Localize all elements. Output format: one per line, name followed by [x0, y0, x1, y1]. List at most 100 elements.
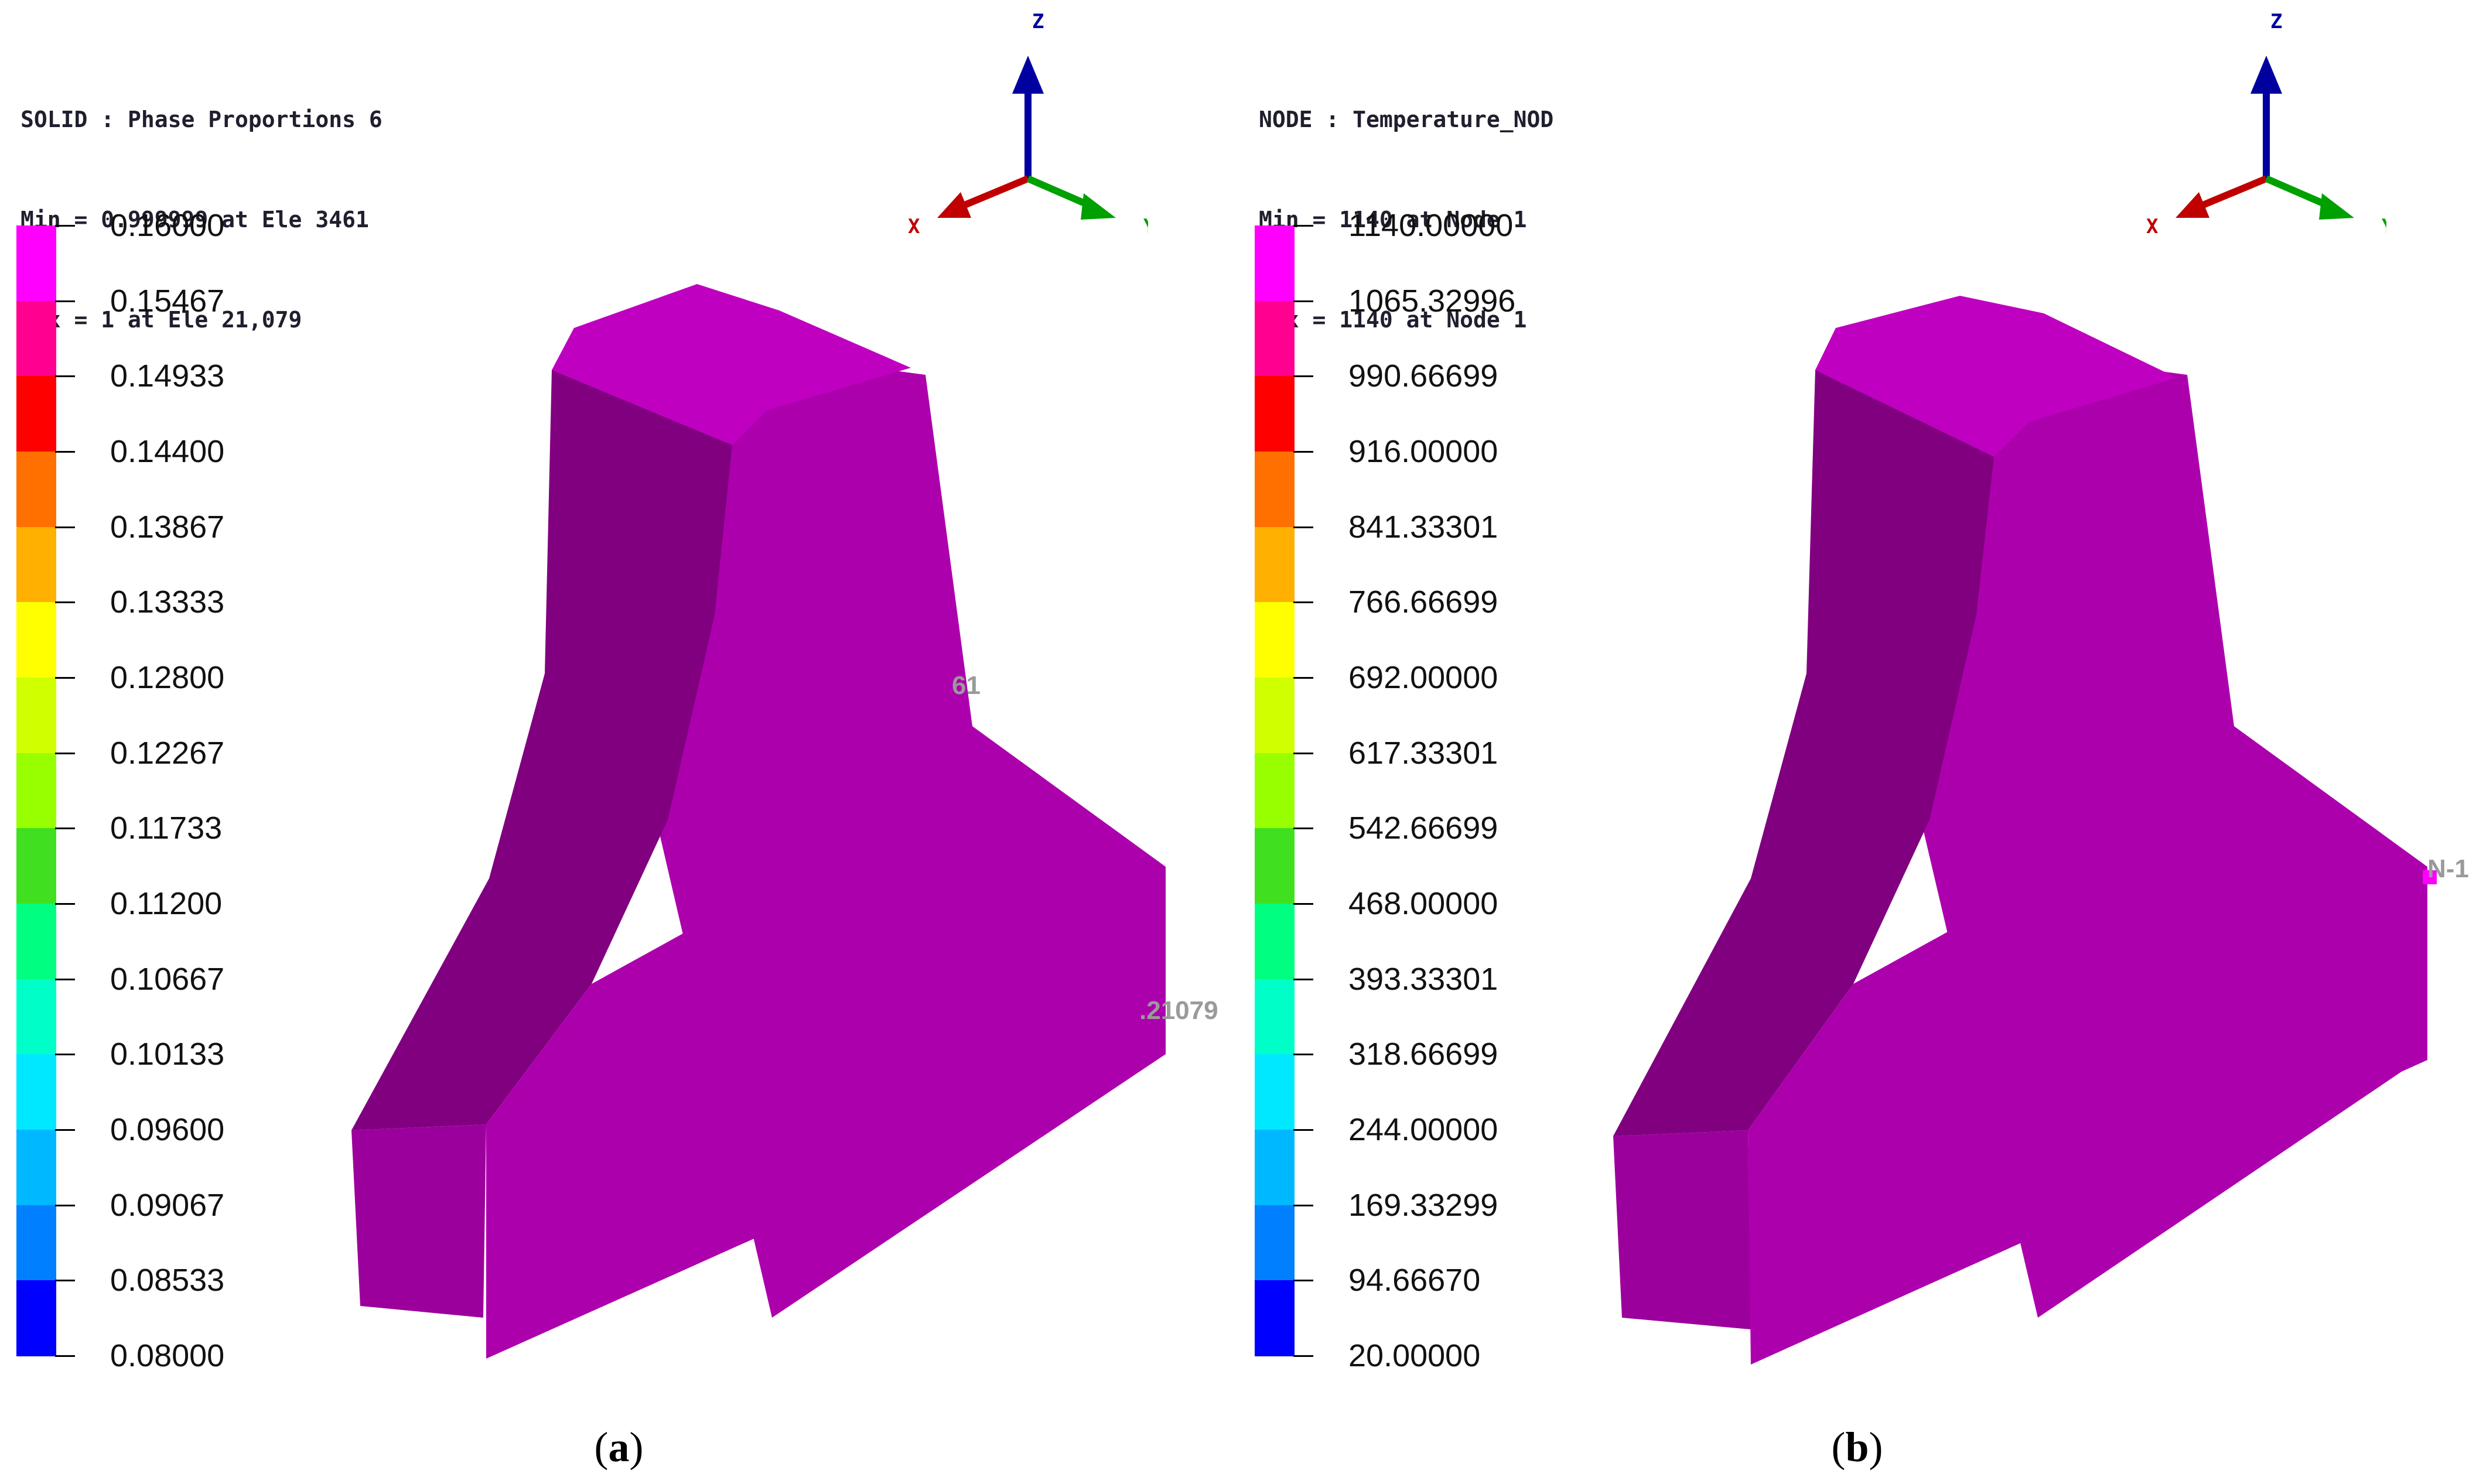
- legend-swatch: [1255, 526, 1295, 603]
- legend-tick: [1293, 1204, 1313, 1206]
- legend-value: 1140.00000: [1348, 208, 1514, 243]
- axis-triad: Z X Y: [2146, 10, 2386, 238]
- panel-caption: (a): [594, 1424, 644, 1471]
- solid-base-face: [1748, 878, 2427, 1365]
- panel-caption: (b): [1831, 1424, 1883, 1471]
- x-axis-arrow: [937, 192, 971, 218]
- legend-tick: [1293, 1355, 1313, 1357]
- header-title: SOLID : Phase Proportions 6: [21, 107, 383, 132]
- legend-tick: [1293, 1129, 1313, 1131]
- legend-tick: [55, 300, 75, 302]
- legend-tick: [1293, 526, 1313, 528]
- x-axis-label: X: [2146, 215, 2159, 238]
- legend-swatch: [1255, 678, 1295, 754]
- legend-tick: [55, 225, 75, 227]
- legend-value: 0.10133: [110, 1037, 225, 1072]
- legend-swatch: [16, 300, 56, 377]
- legend-tick: [55, 375, 75, 378]
- axis-triad: Z X Y: [908, 10, 1148, 238]
- legend-tick: [55, 903, 75, 905]
- legend-value: 169.33299: [1348, 1187, 1498, 1223]
- legend-value: 0.10667: [110, 961, 225, 997]
- y-axis-arrow: [2319, 193, 2354, 220]
- y-axis-arrow: [1081, 193, 1116, 220]
- legend-tick: [1293, 225, 1313, 227]
- solid-side-face: [1613, 1130, 1751, 1329]
- x-axis-label: X: [908, 215, 920, 238]
- caption-letter: b: [1845, 1424, 1869, 1471]
- element-annotation: 61: [952, 671, 981, 700]
- x-axis-line: [956, 175, 1030, 211]
- legend-value: 617.33301: [1348, 735, 1498, 771]
- legend-value: 0.08000: [110, 1338, 225, 1373]
- legend-swatch: [16, 678, 56, 754]
- legend-tick: [55, 1054, 75, 1056]
- legend-swatch: [1255, 452, 1295, 528]
- legend-value: 916.00000: [1348, 434, 1498, 469]
- legend-swatch: [16, 1280, 56, 1356]
- legend-swatch: [16, 1054, 56, 1130]
- legend-tick: [1293, 903, 1313, 905]
- legend-tick: [55, 1204, 75, 1206]
- solid-fillet-face: [351, 370, 732, 1130]
- y-axis-label: Y: [1143, 215, 1148, 238]
- legend-value: 692.00000: [1348, 660, 1498, 695]
- legend-value: 0.15467: [110, 283, 225, 319]
- legend-swatch: [1255, 1205, 1295, 1281]
- legend-tick: [1293, 601, 1313, 604]
- header-title: NODE : Temperature_NOD: [1259, 107, 1554, 132]
- legend-swatch: [16, 1130, 56, 1206]
- legend-swatch: [1255, 376, 1295, 452]
- legend-value: 20.00000: [1348, 1338, 1481, 1373]
- z-axis-label: Z: [2270, 10, 2282, 33]
- legend-swatch: [1255, 225, 1295, 302]
- color-legend: 0.16000 0.15467 0.14933 0.14400 0.13867 0.133…: [16, 208, 224, 1373]
- legend-swatch: [16, 904, 56, 980]
- legend-value: 94.66670: [1348, 1263, 1481, 1298]
- legend-tick: [1293, 752, 1313, 754]
- legend-swatch: [1255, 300, 1295, 377]
- legend-swatch: [16, 753, 56, 829]
- legend-value: 990.66699: [1348, 358, 1498, 394]
- legend-tick: [1293, 451, 1313, 453]
- legend-value: 0.14933: [110, 358, 225, 394]
- legend-swatch: [16, 979, 56, 1055]
- legend-value: 841.33301: [1348, 509, 1498, 545]
- y-axis-label: Y: [2382, 215, 2386, 238]
- legend-value: 542.66699: [1348, 811, 1498, 846]
- legend-swatch: [16, 828, 56, 904]
- legend-value: 0.13333: [110, 584, 225, 620]
- legend-value: 0.08533: [110, 1263, 225, 1298]
- legend-value: 0.09600: [110, 1112, 225, 1147]
- legend-value: 0.12267: [110, 735, 225, 771]
- solid-base-face: [486, 867, 1166, 1359]
- legend-tick: [1293, 1280, 1313, 1282]
- result-header: SOLID : Phase Proportions 6 Min = 0.9999…: [21, 36, 383, 404]
- legend-value: 766.66699: [1348, 584, 1498, 620]
- legend-tick: [1293, 300, 1313, 302]
- solid-model: 61 .21079: [351, 284, 1218, 1359]
- legend-tick: [55, 601, 75, 604]
- legend-swatch: [16, 602, 56, 678]
- panel-b: NODE : Temperature_NOD Min = 1140 at Nod…: [1238, 0, 2476, 1484]
- legend-swatch: [16, 452, 56, 528]
- legend-value: 318.66699: [1348, 1037, 1498, 1072]
- legend-value: 0.11200: [110, 886, 223, 921]
- legend-swatch: [16, 1205, 56, 1281]
- legend-value: 0.16000: [110, 208, 225, 243]
- solid-top-face: [1815, 296, 2177, 457]
- node-marker: [2423, 870, 2437, 884]
- legend-tick: [55, 828, 75, 830]
- legend-tick: [1293, 677, 1313, 679]
- legend-value: 1065.32996: [1348, 283, 1516, 319]
- legend-tick: [1293, 1054, 1313, 1056]
- legend-swatch: [1255, 828, 1295, 904]
- x-axis-arrow: [2176, 192, 2209, 218]
- z-axis-label: Z: [1032, 10, 1044, 33]
- node-annotation: N-1: [2427, 854, 2469, 883]
- legend-tick: [55, 752, 75, 754]
- header-min: Min = 1140 at Node 1: [1259, 207, 1527, 232]
- panel-a: SOLID : Phase Proportions 6 Min = 0.9999…: [16, 10, 1218, 1471]
- solid-fillet-face: [1613, 370, 1994, 1136]
- legend-tick: [1293, 828, 1313, 830]
